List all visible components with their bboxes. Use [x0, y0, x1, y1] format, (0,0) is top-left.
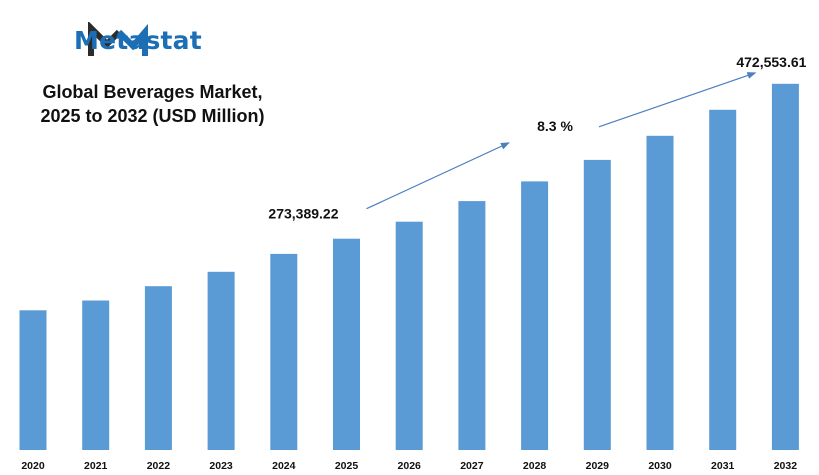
x-tick-2029: 2029: [586, 460, 610, 472]
bar-2023: [207, 271, 235, 450]
x-tick-2032: 2032: [774, 460, 798, 472]
x-tick-2022: 2022: [147, 460, 171, 472]
bar-2030: [646, 135, 674, 451]
data-label-2025: 273,389.22: [268, 206, 338, 222]
metastat-m-logo-icon: [88, 22, 148, 56]
x-tick-2021: 2021: [84, 460, 108, 472]
bar-2022: [144, 286, 172, 450]
bar-2025: [333, 238, 360, 450]
bar-2029: [583, 159, 611, 450]
chart-title-line-2: 2025 to 2032 (USD Million): [40, 106, 265, 126]
chart-title-line-1: Global Beverages Market,: [42, 82, 263, 102]
x-tick-2023: 2023: [209, 460, 233, 472]
bar-2024: [270, 253, 298, 450]
x-tick-2025: 2025: [335, 460, 359, 472]
growth-arrow-left: [366, 142, 510, 210]
x-tick-2028: 2028: [523, 460, 547, 472]
x-tick-2024: 2024: [272, 460, 296, 472]
brand-name: Metastat: [74, 26, 202, 55]
bar-2032: [771, 83, 799, 451]
bar-2021: [82, 300, 110, 450]
chart-title: Global Beverages Market, 2025 to 2032 (U…: [20, 80, 285, 128]
bar-2028: [521, 181, 549, 450]
bar-2020: [19, 310, 47, 450]
x-tick-2026: 2026: [398, 460, 422, 472]
data-label-2032: 472,553.61: [736, 54, 806, 70]
x-tick-2030: 2030: [648, 460, 672, 472]
cagr-label: 8.3 %: [537, 118, 573, 134]
x-tick-2027: 2027: [460, 460, 484, 472]
x-tick-2031: 2031: [711, 460, 735, 472]
bar-2031: [709, 109, 737, 451]
bar-2026: [395, 221, 423, 450]
growth-arrow-right: [598, 72, 757, 128]
bar-2027: [458, 201, 486, 450]
x-tick-2020: 2020: [21, 460, 45, 472]
